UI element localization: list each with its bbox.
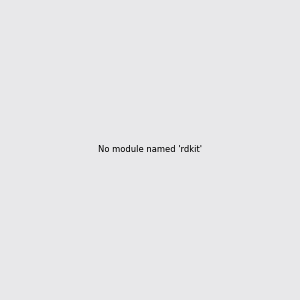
Text: No module named 'rdkit': No module named 'rdkit': [98, 146, 202, 154]
